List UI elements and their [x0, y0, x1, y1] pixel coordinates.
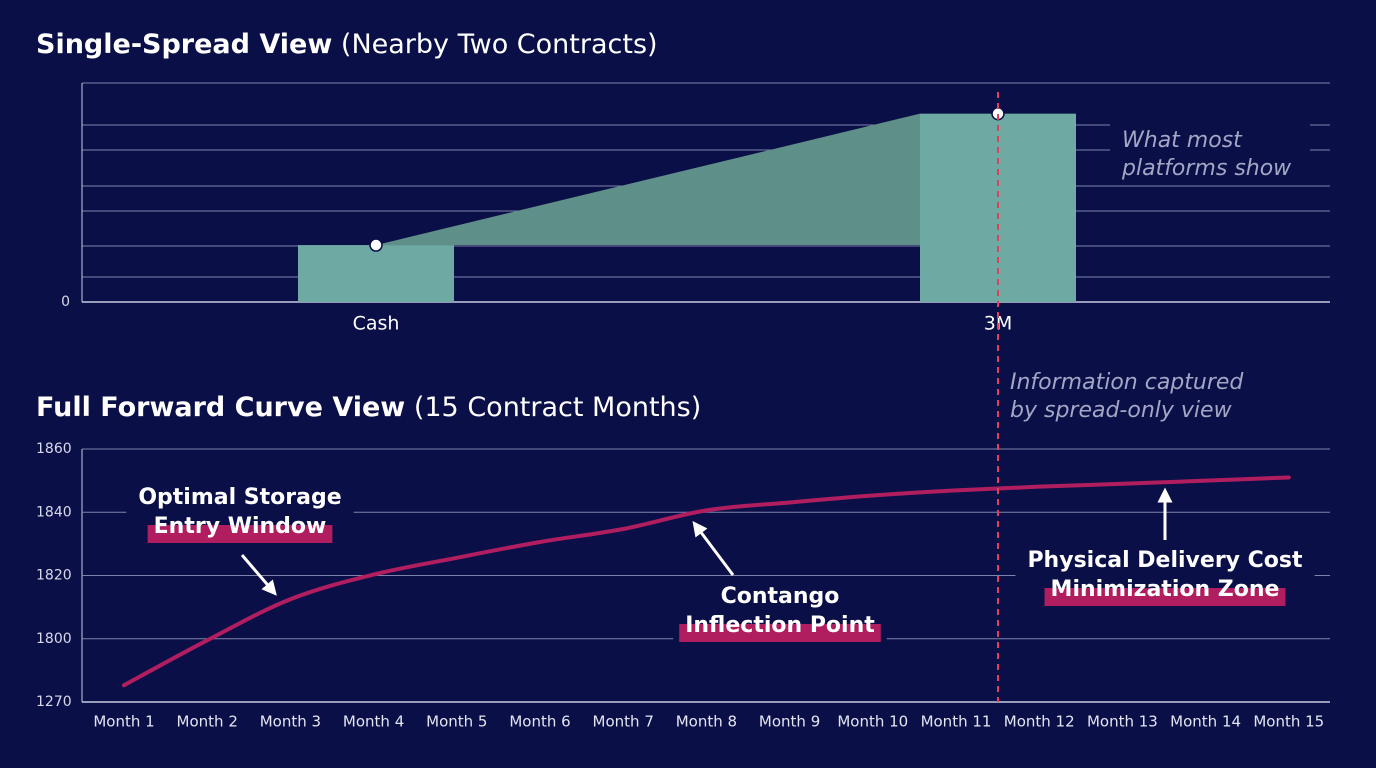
arrows	[240, 487, 1173, 596]
annotation: What most	[1122, 128, 1243, 153]
annotation-highlight	[147, 525, 333, 543]
title-main: Full Forward Curve View	[36, 392, 405, 423]
annotation-backdrop	[1110, 123, 1310, 185]
y-tick-label: 1270	[36, 694, 72, 710]
y-tick-label: 1820	[36, 568, 72, 584]
x-tick-label: Month 11	[921, 713, 992, 731]
annotation: Contango	[721, 584, 840, 609]
x-tick-label: Month 12	[1004, 713, 1075, 731]
title-note: (Nearby Two Contracts)	[341, 29, 658, 60]
spread-area	[376, 113, 920, 246]
background-rules	[81, 82, 1330, 702]
x-tick-label: Month 6	[509, 713, 570, 731]
x-tick-label: Month 2	[177, 713, 238, 731]
annotation: Physical Delivery Cost	[1027, 548, 1303, 573]
title-note: (15 Contract Months)	[414, 392, 701, 423]
arrow	[240, 554, 277, 596]
y-tick-label: 0	[61, 294, 70, 310]
x-tick-label: Month 3	[260, 713, 321, 731]
x-tick-label: Cash	[353, 313, 400, 335]
annotations: Optimal Storage Entry Window Contango Infle…	[126, 482, 1315, 643]
x-tick-label: Month 15	[1253, 713, 1324, 731]
x-tick-label: Month 1	[93, 713, 154, 731]
bar	[298, 245, 454, 302]
annotation: Information captured	[1010, 370, 1244, 395]
annotation: Inflection Point	[685, 613, 875, 638]
annotation: Optimal Storage	[138, 485, 341, 510]
x-tick-label: Month 7	[593, 713, 654, 731]
y-tick-label: 1860	[36, 441, 72, 457]
bar-marker	[369, 238, 383, 252]
annotation: platforms show	[1121, 156, 1292, 181]
title-main: Single-Spread View	[36, 29, 332, 60]
arrow	[692, 521, 735, 576]
x-tick-label: Month 13	[1087, 713, 1158, 731]
x-tick-label: Month 10	[837, 713, 908, 731]
chart-title: Single-Spread View (Nearby Two Contracts…	[36, 29, 658, 60]
annotation: Minimization Zone	[1051, 577, 1280, 602]
x-tick-label: Month 14	[1170, 713, 1241, 731]
x-tick-label: Month 9	[759, 713, 820, 731]
annotation-highlight	[1044, 588, 1286, 606]
annotation: Entry Window	[154, 514, 327, 539]
y-tick-label: 1840	[36, 504, 72, 520]
forward-curve	[122, 475, 1291, 688]
x-tick-label: Month 4	[343, 713, 404, 731]
x-tick-label: Month 8	[676, 713, 737, 731]
annotation: by spread-only view	[1010, 398, 1233, 423]
annotation-highlight	[679, 624, 881, 642]
chart-title: Full Forward Curve View (15 Contract Mon…	[36, 392, 701, 423]
y-tick-label: 1800	[36, 631, 72, 647]
x-tick-label: Month 5	[426, 713, 487, 731]
